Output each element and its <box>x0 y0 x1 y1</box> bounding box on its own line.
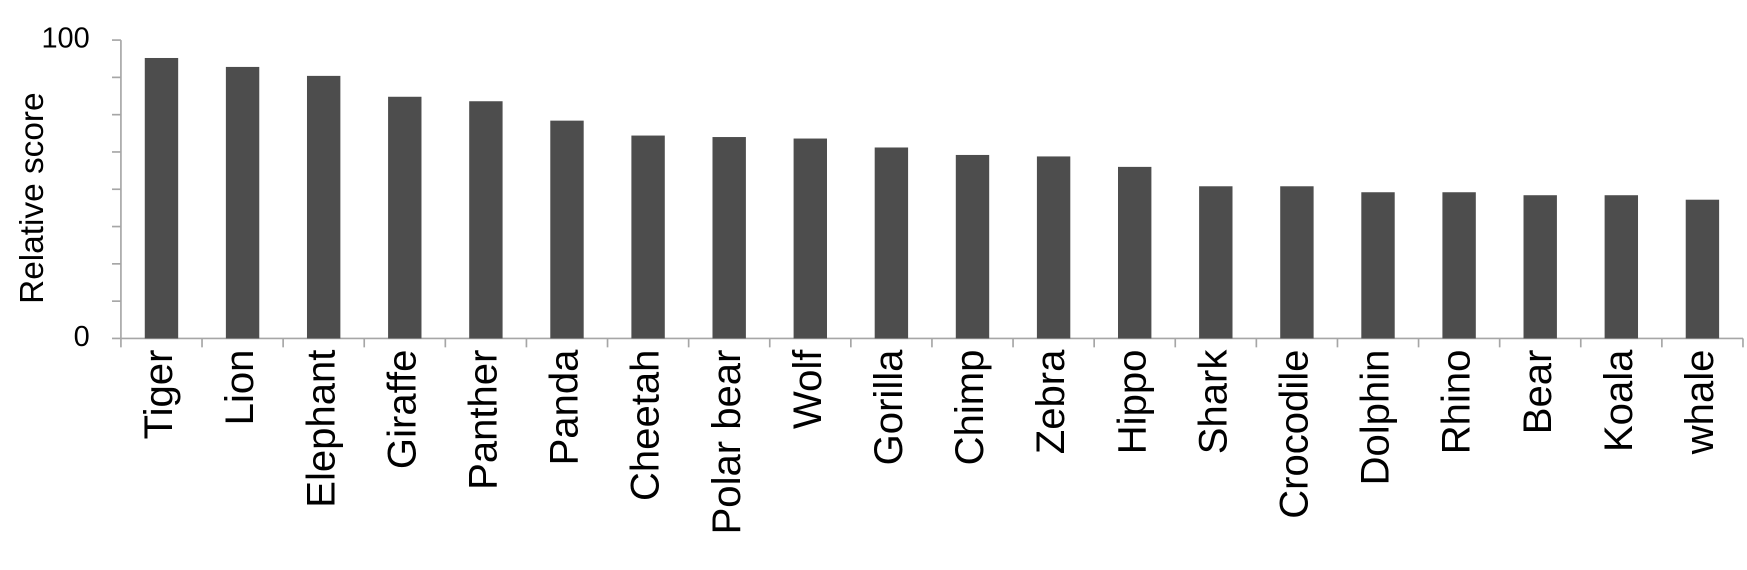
x-tick-label: Chimp <box>948 350 992 466</box>
bar <box>793 138 827 339</box>
x-tick-label: Cheetah <box>624 350 668 501</box>
x-tick-label: Elephant <box>299 350 343 508</box>
bar <box>225 66 260 339</box>
bar <box>1685 199 1720 339</box>
bar <box>955 154 990 339</box>
x-tick-label: Panther <box>461 350 505 490</box>
x-tick-label: whale <box>1678 350 1722 456</box>
x-tick-label: Lion <box>218 350 262 426</box>
bar <box>1036 156 1071 339</box>
y-tick-label: 0 <box>74 321 90 353</box>
bar <box>1118 166 1152 339</box>
x-tick-label: Hippo <box>1110 350 1154 455</box>
x-tick-label: Dolphin <box>1354 350 1398 486</box>
bar <box>1361 192 1395 339</box>
bar <box>1523 195 1557 339</box>
bar <box>144 57 179 339</box>
x-tick-label: Shark <box>1191 349 1235 455</box>
bar <box>469 101 503 339</box>
x-tick-label: Gorilla <box>867 349 911 465</box>
x-tick-label: Rhino <box>1435 350 1479 455</box>
bar <box>306 75 341 339</box>
bar <box>1604 195 1639 339</box>
x-tick-label: Koala <box>1597 349 1641 452</box>
y-tick-label: 100 <box>41 23 89 55</box>
y-axis-label: Relative score <box>14 92 51 303</box>
bar <box>631 135 665 339</box>
x-tick-label: Giraffe <box>380 350 424 470</box>
x-tick-label: Zebra <box>1029 349 1073 454</box>
x-tick-label: Tiger <box>137 350 181 440</box>
x-tick-label: Wolf <box>786 349 830 429</box>
bar <box>1442 192 1476 339</box>
x-tick-label: Polar bear <box>705 350 749 535</box>
x-tick-label: Bear <box>1516 350 1560 435</box>
bar <box>874 147 909 339</box>
x-tick-label: Crocodile <box>1272 350 1316 519</box>
bar <box>550 120 584 339</box>
bar <box>1280 186 1314 339</box>
bar <box>712 137 746 339</box>
x-tick-label: Panda <box>543 349 587 466</box>
bar <box>388 96 422 339</box>
bar <box>1199 186 1233 339</box>
